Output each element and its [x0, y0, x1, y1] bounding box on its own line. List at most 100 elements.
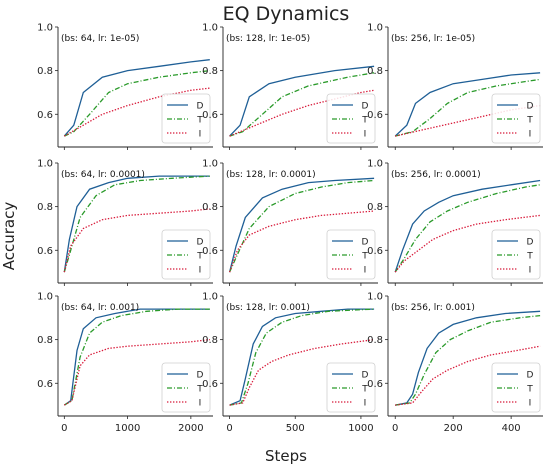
y-tick-label: 0.6	[202, 379, 218, 390]
y-tick-label: 0.6	[367, 379, 383, 390]
y-tick-label: 0.6	[37, 246, 53, 257]
legend: DTI	[161, 229, 211, 280]
legend: DTI	[491, 362, 541, 413]
y-tick-label: 1.0	[367, 292, 383, 303]
y-tick-label: 0.6	[37, 379, 53, 390]
panel-annotation: (bs: 64, lr: 1e-05)	[61, 34, 139, 44]
panel-4: 0.60.81.0(bs: 128, lr: 0.0001)DTI	[202, 159, 378, 286]
legend-label-T: T	[196, 116, 203, 126]
legend-label-I: I	[529, 399, 532, 409]
series-line-I	[395, 345, 541, 406]
panel-annotation: (bs: 128, lr: 1e-05)	[226, 34, 310, 44]
panel-lines	[63, 308, 210, 406]
y-tick-label: 0.8	[37, 66, 53, 77]
y-tick-label: 0.8	[202, 335, 218, 346]
y-tick-label: 0.8	[367, 66, 383, 77]
y-tick-label: 0.8	[202, 66, 218, 77]
series-line-D	[229, 308, 375, 406]
chart-title: EQ Dynamics	[223, 3, 350, 25]
y-tick-label: 0.8	[202, 202, 218, 213]
legend-box	[326, 229, 376, 280]
y-tick-label: 0.8	[367, 202, 383, 213]
x-axis-label: Steps	[265, 447, 307, 465]
y-tick-label: 0.6	[202, 110, 218, 121]
series-line-D	[394, 72, 541, 137]
panel-annotation: (bs: 256, lr: 1e-05)	[391, 34, 475, 44]
legend-label-I: I	[529, 266, 532, 276]
series-line-D	[229, 65, 375, 137]
series-line-T	[229, 308, 375, 406]
series-line-I	[394, 214, 541, 273]
y-tick-label: 1.0	[37, 159, 53, 170]
legend-label-D: D	[527, 102, 534, 112]
y-tick-label: 0.6	[367, 246, 383, 257]
series-line-I	[63, 87, 210, 137]
series-line-D	[63, 175, 210, 273]
series-line-T	[229, 179, 375, 273]
y-tick-label: 1.0	[367, 23, 383, 34]
panel-annotation: (bs: 128, lr: 0.0001)	[226, 170, 316, 180]
panel-5: 0.6 0.8 1.0 (bs: 256, lr: 0.0001) DTI	[367, 159, 543, 286]
y-tick-label: 1.0	[202, 292, 218, 303]
y-tick-label: 0.6	[202, 246, 218, 257]
x-tick-label: 1000	[348, 423, 373, 434]
legend-label-D: D	[362, 238, 369, 248]
panel-annotation: (bs: 64, lr: 0.001)	[61, 303, 139, 313]
legend-box	[161, 229, 211, 280]
legend-box	[326, 93, 376, 144]
legend-label-D: D	[197, 102, 204, 112]
panel-annotation: (bs: 256, lr: 0.001)	[391, 303, 475, 313]
series-line-I	[229, 338, 375, 406]
panel-annotation: (bs: 128, lr: 0.001)	[226, 303, 310, 313]
series-line-D	[63, 59, 210, 137]
x-tick-label: 1000	[115, 423, 140, 434]
legend-label-D: D	[197, 238, 204, 248]
legend-label-T: T	[196, 385, 203, 395]
x-tick-label: 0	[61, 423, 67, 434]
legend-label-T: T	[526, 385, 533, 395]
panel-3: 0.6 0.8 1.0 (bs: 64, lr: 0.0001) DTI	[37, 159, 213, 286]
legend: DTI	[491, 229, 541, 280]
legend-box	[326, 362, 376, 413]
y-tick-label: 0.8	[367, 335, 383, 346]
legend: DTI	[161, 362, 211, 413]
y-tick-label: 0.8	[37, 335, 53, 346]
series-line-T	[63, 175, 210, 273]
legend: DTI	[326, 362, 376, 413]
y-tick-label: 0.6	[367, 110, 383, 121]
y-tick-label: 1.0	[37, 23, 53, 34]
y-tick-label: 1.0	[202, 23, 218, 34]
legend-label-D: D	[527, 238, 534, 248]
series-line-T	[64, 69, 210, 137]
legend-label-T: T	[196, 252, 203, 262]
y-tick-label: 0.8	[37, 202, 53, 213]
legend: DTI	[326, 229, 376, 280]
panel-2: 0.60.81.0(bs: 256, lr: 1e-05)DTI	[367, 23, 543, 150]
legend-box	[161, 93, 211, 144]
legend-label-T: T	[361, 385, 368, 395]
series-line-T	[63, 308, 210, 406]
series-line-I	[229, 89, 375, 137]
y-tick-label: 0.6	[37, 110, 53, 121]
panel-0: 0.6 0.8 1.0 (bs: 64, lr: 1e-05) DTI	[37, 23, 213, 150]
panel-lines	[63, 175, 210, 273]
y-axis-label: Accuracy	[0, 202, 18, 271]
x-tick-label: 0	[226, 423, 232, 434]
panel-lines	[395, 310, 541, 406]
panel-annotation: (bs: 64, lr: 0.0001)	[61, 170, 145, 180]
legend-label-T: T	[361, 116, 368, 126]
panel-lines	[63, 59, 210, 137]
panel-grid: 0.60.81.0(bs: 64, lr: 1e-05)DTI0.60.81.0…	[37, 23, 543, 434]
panel-lines	[229, 308, 375, 406]
legend: DTI	[326, 93, 376, 144]
legend-box	[491, 229, 541, 280]
panel-lines	[394, 179, 541, 273]
legend-box	[491, 93, 541, 144]
panel-annotation: (bs: 256, lr: 0.0001)	[391, 170, 481, 180]
legend-box	[491, 362, 541, 413]
y-tick-label: 1.0	[367, 159, 383, 170]
legend-label-I: I	[199, 266, 202, 276]
legend: DTI	[161, 93, 211, 144]
series-line-D	[394, 179, 541, 273]
